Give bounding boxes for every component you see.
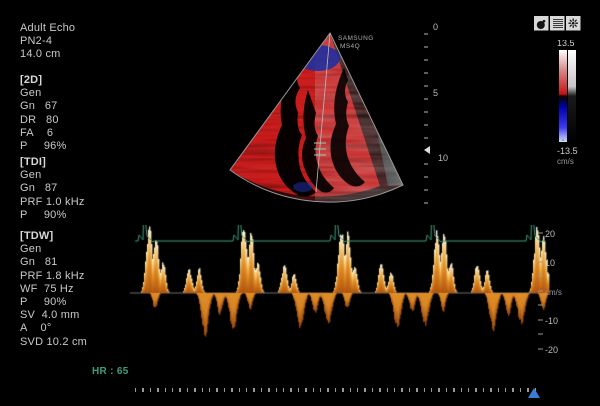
svg-text:-13.5: -13.5 [557, 146, 578, 156]
svg-text:20: 20 [545, 229, 555, 239]
svg-text:0: 0 [433, 22, 438, 32]
svg-text:13.5: 13.5 [557, 40, 575, 48]
svg-text:10: 10 [545, 258, 555, 268]
svg-text:10: 10 [438, 153, 448, 163]
svg-text:cm/s: cm/s [557, 157, 574, 165]
svg-text:cm/s: cm/s [545, 288, 562, 297]
svg-text:-20: -20 [545, 345, 558, 355]
svg-text:5: 5 [433, 88, 438, 98]
svg-text:SAMSUNG: SAMSUNG [338, 35, 374, 42]
svg-text:MS4Q: MS4Q [340, 43, 360, 50]
svg-text:-10: -10 [545, 316, 558, 326]
